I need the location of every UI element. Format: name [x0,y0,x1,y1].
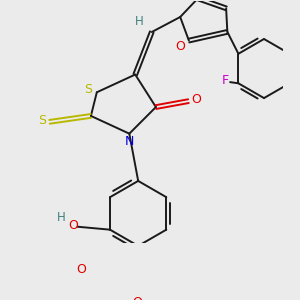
Text: H: H [134,15,143,28]
Text: O: O [176,40,185,53]
Text: O: O [68,219,78,232]
Text: O: O [191,94,201,106]
Text: S: S [38,114,46,127]
Text: S: S [85,83,92,96]
Text: H: H [57,212,66,224]
Text: O: O [133,296,142,300]
Text: F: F [222,74,229,87]
Text: O: O [76,263,86,276]
Text: N: N [125,135,135,148]
